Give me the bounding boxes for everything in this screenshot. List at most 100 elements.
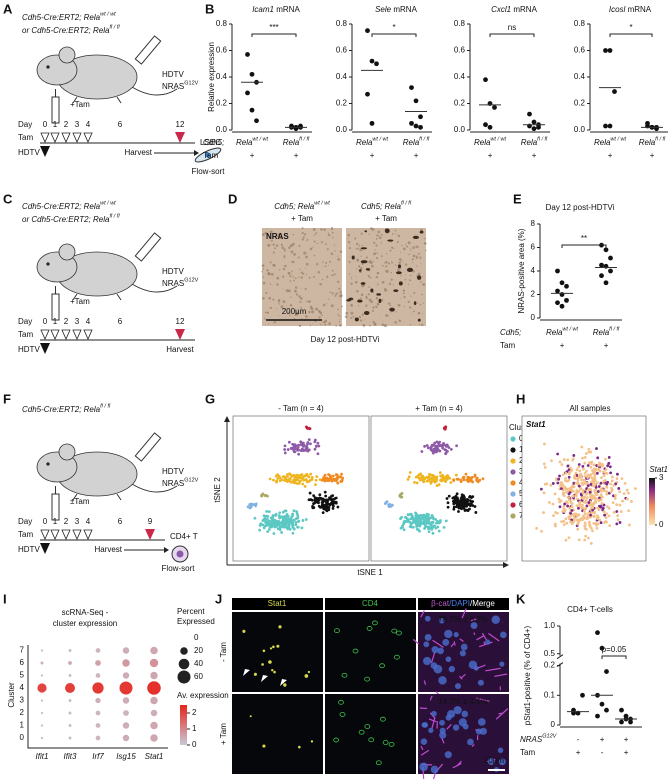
tissue-texture [401,244,403,247]
tsne-cell [584,499,588,502]
tsne-cell [599,504,603,508]
tam-dose [61,529,71,540]
bcat-signal [428,718,437,723]
y-tick-label: 0.8 [454,19,466,28]
tissue-texture [289,314,291,317]
tissue-texture [410,295,412,297]
expression-dot [122,734,130,742]
tissue-texture [326,248,329,251]
day: 0 [43,317,48,326]
tissue-texture [286,305,288,307]
dapi-signal [479,727,488,735]
nras-stain [395,271,402,275]
tsne-cell [295,510,299,514]
x-category-text: Rela [593,328,610,337]
tsne-cell [625,497,629,501]
tissue-texture [347,233,351,237]
tissue-texture [373,323,377,326]
significance-bracket [371,33,417,37]
tsne-cell [616,514,620,517]
bcat-signal [495,708,509,720]
tsne-cell [577,484,581,488]
tsne-cell [291,531,295,535]
x-category: + [250,151,255,160]
tsne-cell [569,520,572,524]
tsne-cell [587,461,591,465]
tissue-texture [327,232,330,234]
tsne-cell [602,503,606,507]
tsne-cell [307,475,311,479]
row-label: Tam [18,530,33,539]
tissue-texture [313,234,315,237]
tsne-cell [602,489,606,493]
tsne-cell [274,474,278,478]
tsne-cell [587,511,591,515]
tsne-cell [332,497,335,501]
tsne-cell [328,496,331,500]
day: 3 [75,517,80,526]
tissue-texture [377,303,380,306]
data-point [254,118,259,124]
tsne-cell [579,516,583,520]
tsne-cell [285,514,289,518]
nras-stain [360,282,366,285]
tissue-texture [409,323,412,326]
tissue-texture [355,268,358,270]
legend-title: Expressed [177,617,215,626]
tissue-texture [308,276,311,279]
tsne-cell [305,472,309,476]
nras-stain [406,267,414,273]
tsne-cell [586,484,590,488]
mouse-feet [72,293,122,301]
significance-bracket [489,33,535,37]
x-category-text: Rela [356,138,373,147]
tissue-texture [331,274,334,277]
x-category: + [414,151,419,160]
tsne-cell [313,496,317,500]
tissue-texture [320,241,324,244]
tissue-texture [264,231,268,235]
dapi-signal [454,683,462,690]
tsne-cell [460,495,464,499]
tsne-cell [596,506,600,510]
tissue-texture [375,244,378,247]
tissue-texture [282,275,285,278]
bcat-signal [432,639,444,648]
tissue-texture [299,268,301,271]
harvest-marker [175,132,185,143]
stat1-signal [271,668,274,672]
tissue-texture [423,242,427,245]
tsne-cell [440,444,444,447]
expression-dot [40,661,44,665]
y-tick-label: 0 [20,733,25,742]
stat1-signal [249,715,252,718]
tissue-texture [350,316,353,319]
tsne-cell [267,510,271,513]
data-point [418,114,423,120]
syringe [134,232,162,262]
legend-label: 4 [519,478,524,487]
tsne-cell [577,463,581,466]
tissue-texture [376,257,379,260]
tsne-cell [465,504,468,508]
genotype: or Cdh5-Cre:ERT2; Relafl / fl [22,214,120,224]
tsne-cell [404,520,408,523]
tissue-texture [316,265,318,267]
tsne-cell [560,520,563,524]
data-point [413,123,419,129]
tissue-texture [348,261,351,264]
data-point [603,263,609,269]
x-category-sup: fl / fl [655,137,666,143]
tsne-cell [429,477,433,481]
y-tick-label: 0.0 [216,125,228,134]
tsne-cell [321,503,325,507]
tsne-cell [567,492,571,496]
tsne-cell [321,511,325,515]
axis-label: tSNE 1 [357,568,383,577]
row-label: Tam [500,341,515,350]
tissue-texture [337,255,339,257]
tsne-cell [634,487,637,491]
tissue-texture [261,264,265,268]
tissue-texture [398,258,402,261]
quantification: 14.0% ± 4.6% [438,697,488,706]
